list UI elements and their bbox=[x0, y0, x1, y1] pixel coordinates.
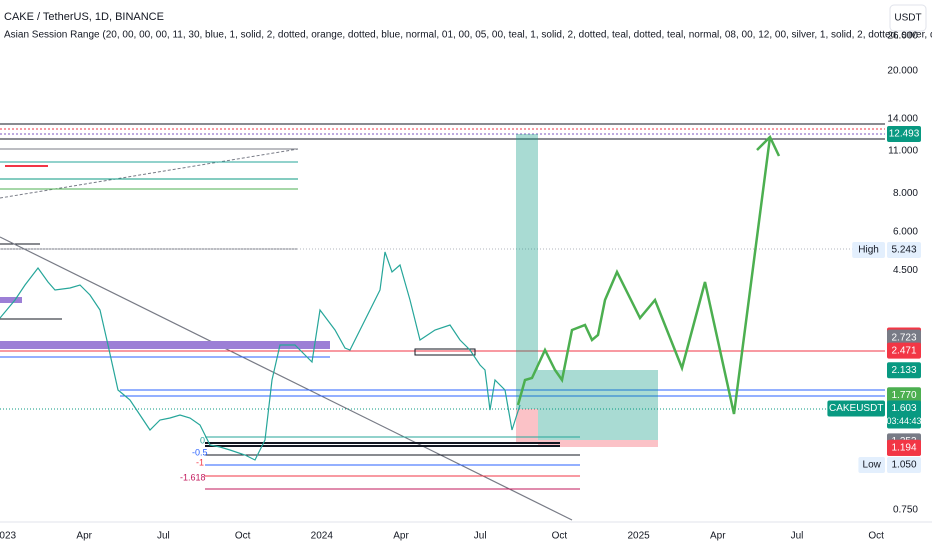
time-label: Jul bbox=[157, 531, 170, 542]
time-label: 2023 bbox=[0, 531, 17, 542]
price-badge bbox=[887, 387, 921, 404]
price-badge-label: 1.194 bbox=[891, 442, 916, 453]
badge-name-bg bbox=[852, 242, 885, 259]
time-label: Oct bbox=[868, 531, 884, 542]
time-label: 2025 bbox=[627, 531, 650, 542]
price-badge-label: 1.770 bbox=[891, 390, 916, 401]
time-label: Oct bbox=[552, 531, 568, 542]
price-badge-label: 12.493 bbox=[889, 129, 920, 140]
price-badge bbox=[887, 362, 921, 379]
price-badge bbox=[887, 125, 921, 142]
time-label: Apr bbox=[710, 531, 726, 542]
axes: 26.000 20.000 14.000 11.000 8.000 6.000 4.500 0… bbox=[0, 31, 922, 542]
countdown: 03:44:43 bbox=[886, 416, 921, 426]
price-badge bbox=[887, 439, 921, 456]
price-tick-label: 11.000 bbox=[888, 146, 918, 157]
price-tick-label: 4.500 bbox=[893, 265, 918, 276]
price-badge bbox=[887, 342, 921, 359]
drawings bbox=[0, 123, 885, 521]
price-badge bbox=[887, 329, 921, 346]
price-tick-label: 8.000 bbox=[893, 188, 918, 199]
price-badge-label: 2.471 bbox=[891, 345, 916, 356]
price-tick-label: 0.750 bbox=[893, 505, 918, 516]
symbol-title: CAKE / TetherUS, 1D, BINANCE bbox=[4, 11, 164, 23]
price-badge-label: 1.603 bbox=[891, 403, 916, 414]
time-label: Jul bbox=[474, 531, 487, 542]
badge-name: CAKEUSDT bbox=[829, 403, 883, 414]
currency-label: USDT bbox=[894, 13, 921, 24]
time-label: Oct bbox=[235, 531, 251, 542]
fib-label: -1 bbox=[196, 457, 204, 467]
price-badge bbox=[887, 457, 921, 474]
time-label: Jul bbox=[791, 531, 804, 542]
price-tick-label: 14.000 bbox=[887, 113, 918, 124]
price-badge-label: 2.133 bbox=[891, 365, 916, 376]
currency-button[interactable] bbox=[889, 4, 927, 32]
time-label: Apr bbox=[76, 531, 92, 542]
badge-name: High bbox=[858, 245, 879, 256]
time-label: Apr bbox=[393, 531, 409, 542]
price-badge-label: 5.243 bbox=[891, 245, 916, 256]
price-tick-label: 6.000 bbox=[893, 227, 918, 238]
fib-label: -0.5 bbox=[192, 447, 208, 457]
price-tick-label: 20.000 bbox=[887, 66, 918, 77]
badge-name-bg bbox=[827, 400, 885, 417]
price-tick-label: 26.000 bbox=[887, 31, 918, 42]
fib-label: 0 bbox=[200, 435, 205, 445]
price-badge-label: 1.050 bbox=[891, 460, 916, 471]
badge-name: Low bbox=[863, 460, 882, 471]
price-badge bbox=[887, 242, 921, 259]
price-badge bbox=[887, 400, 921, 429]
price-badge-label: 2.723 bbox=[891, 332, 916, 343]
fib-label: -1.618 bbox=[180, 472, 206, 482]
badge-name-bg bbox=[858, 457, 885, 474]
time-label: 2024 bbox=[311, 531, 334, 542]
indicator-legend: Asian Session Range (20, 00, 00, 00, 11,… bbox=[4, 30, 932, 41]
